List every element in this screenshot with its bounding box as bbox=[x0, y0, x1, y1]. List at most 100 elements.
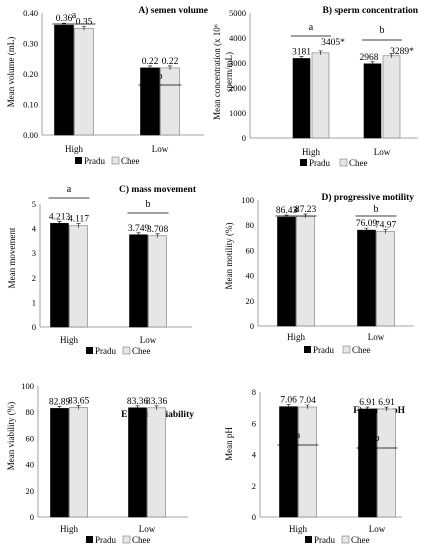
bar-pradu-high bbox=[50, 408, 69, 518]
legend-swatch-chee bbox=[122, 535, 131, 544]
chart-title: A) semen volume bbox=[138, 5, 208, 16]
legend-label: Pradu bbox=[309, 158, 330, 168]
x-category-label: High bbox=[65, 144, 84, 154]
data-label: 83.65 bbox=[68, 396, 90, 406]
y-tick-label: 1 bbox=[32, 297, 36, 307]
y-axis-label: Mean volume (mL) bbox=[6, 37, 16, 107]
error-bar bbox=[383, 229, 388, 234]
data-label: 0.35 bbox=[76, 17, 93, 27]
y-axis-label: sperm/mL) bbox=[224, 52, 234, 92]
data-label: 2968 bbox=[360, 53, 379, 63]
bar-pradu-high bbox=[50, 223, 69, 328]
legend-swatch-chee bbox=[111, 156, 120, 165]
legend-swatch-pradu bbox=[75, 157, 82, 164]
x-category-label: High bbox=[60, 524, 79, 534]
data-label: 3.749 bbox=[128, 224, 150, 234]
x-category-label: High bbox=[302, 147, 321, 157]
legend-label: Pradu bbox=[314, 535, 335, 545]
error-bar bbox=[136, 232, 141, 237]
bar-chee-low bbox=[147, 407, 166, 518]
data-label: 7.04 bbox=[299, 396, 316, 406]
bar-chee-high bbox=[298, 406, 317, 518]
error-bar bbox=[76, 223, 81, 228]
legend-swatch-chee bbox=[342, 345, 351, 354]
panel-sperm-concentration: B) sperm concentration Mean concentratio… bbox=[212, 5, 419, 168]
x-category-label: High bbox=[60, 335, 79, 345]
data-label: 74.97 bbox=[375, 221, 397, 231]
x-category-label: Low bbox=[374, 147, 391, 157]
legend-swatch-chee bbox=[122, 346, 131, 355]
y-tick-label: 20 bbox=[246, 296, 255, 306]
y-tick-label: 6 bbox=[252, 418, 256, 428]
legend-label: Pradu bbox=[95, 535, 116, 545]
panel-sperm-viability: E) sperm viability Mean viability (%) 02… bbox=[6, 381, 194, 545]
bar-pradu-high bbox=[277, 216, 296, 327]
y-tick-label: 60 bbox=[26, 433, 35, 443]
x-category-label: Low bbox=[369, 524, 386, 534]
bar-chee-low bbox=[148, 235, 167, 328]
data-label: 4.213 bbox=[49, 212, 71, 222]
error-bar bbox=[318, 50, 323, 55]
bar-pradu-low bbox=[358, 408, 377, 518]
significance-letter: b bbox=[380, 25, 385, 36]
data-label: 4.117 bbox=[68, 215, 89, 225]
legend-label: Chee bbox=[351, 535, 370, 545]
panel-semen-volume: A) semen volume Mean volume (mL) 0.00 0.1… bbox=[6, 5, 208, 166]
y-tick-label: 100 bbox=[241, 195, 254, 205]
legend-swatch-chee bbox=[341, 535, 350, 544]
y-tick-label: 100 bbox=[21, 381, 34, 391]
legend-label: Chee bbox=[121, 156, 140, 166]
y-tick-label: 0 bbox=[30, 512, 34, 522]
legend: Pradu Chee bbox=[300, 158, 368, 168]
y-tick-label: 0.30 bbox=[23, 39, 38, 49]
y-tick-label: 5000 bbox=[229, 8, 246, 18]
bar-chee-high bbox=[296, 215, 315, 327]
y-axis-label: Mean concentration (x 10⁶ bbox=[212, 24, 222, 120]
bar-pradu-low bbox=[128, 407, 147, 518]
bar-chee-low bbox=[376, 231, 395, 327]
bar-pradu-low bbox=[357, 229, 376, 327]
legend: Pradu Chee bbox=[86, 346, 151, 356]
y-tick-label: 3 bbox=[32, 248, 36, 258]
legend-label: Chee bbox=[132, 346, 151, 356]
y-tick-label: 40 bbox=[246, 271, 255, 281]
data-label: 0.36 bbox=[56, 14, 73, 24]
panel-mass-movement: C) mass movement Mean movement 0 1 2 3 4 5 4.2… bbox=[7, 184, 197, 356]
x-category-label: Low bbox=[139, 524, 156, 534]
error-bar bbox=[168, 65, 172, 70]
data-label: 6.91 bbox=[359, 398, 376, 408]
y-tick-label: 2 bbox=[252, 481, 256, 491]
significance-letter: a bbox=[67, 184, 72, 195]
data-label: 0.22 bbox=[142, 57, 159, 67]
bar-chee-low bbox=[382, 55, 401, 139]
error-bar bbox=[155, 233, 160, 238]
legend-swatch-chee bbox=[339, 158, 348, 167]
legend-swatch-pradu bbox=[86, 536, 93, 543]
y-tick-label: 0 bbox=[252, 512, 256, 522]
error-bar bbox=[135, 405, 140, 410]
bar-chee-high bbox=[69, 225, 88, 328]
legend-swatch-pradu bbox=[300, 159, 307, 166]
data-label: 3181 bbox=[292, 47, 311, 57]
y-tick-label: 2 bbox=[32, 273, 36, 283]
significance-letter: b bbox=[374, 204, 379, 215]
y-tick-label: 2000 bbox=[229, 83, 246, 93]
error-bar bbox=[154, 405, 159, 410]
chart-title: B) sperm concentration bbox=[322, 5, 418, 16]
x-category-label: Low bbox=[140, 335, 157, 345]
y-tick-label: 60 bbox=[246, 245, 255, 255]
error-bar bbox=[148, 65, 152, 70]
bar-pradu-high bbox=[54, 24, 74, 136]
bar-chee-high bbox=[74, 27, 94, 136]
legend-swatch-pradu bbox=[86, 347, 93, 354]
error-bar bbox=[370, 61, 375, 66]
y-tick-label: 0 bbox=[242, 133, 246, 143]
legend: Pradu Chee bbox=[86, 535, 151, 545]
legend-swatch-pradu bbox=[304, 346, 311, 353]
y-axis-label: Mean pH bbox=[224, 427, 234, 461]
error-bar bbox=[384, 406, 389, 412]
data-label: 82.89 bbox=[49, 397, 71, 407]
bar-pradu-low bbox=[363, 63, 382, 139]
error-bar bbox=[286, 404, 291, 409]
y-tick-label: 0.10 bbox=[23, 100, 38, 110]
